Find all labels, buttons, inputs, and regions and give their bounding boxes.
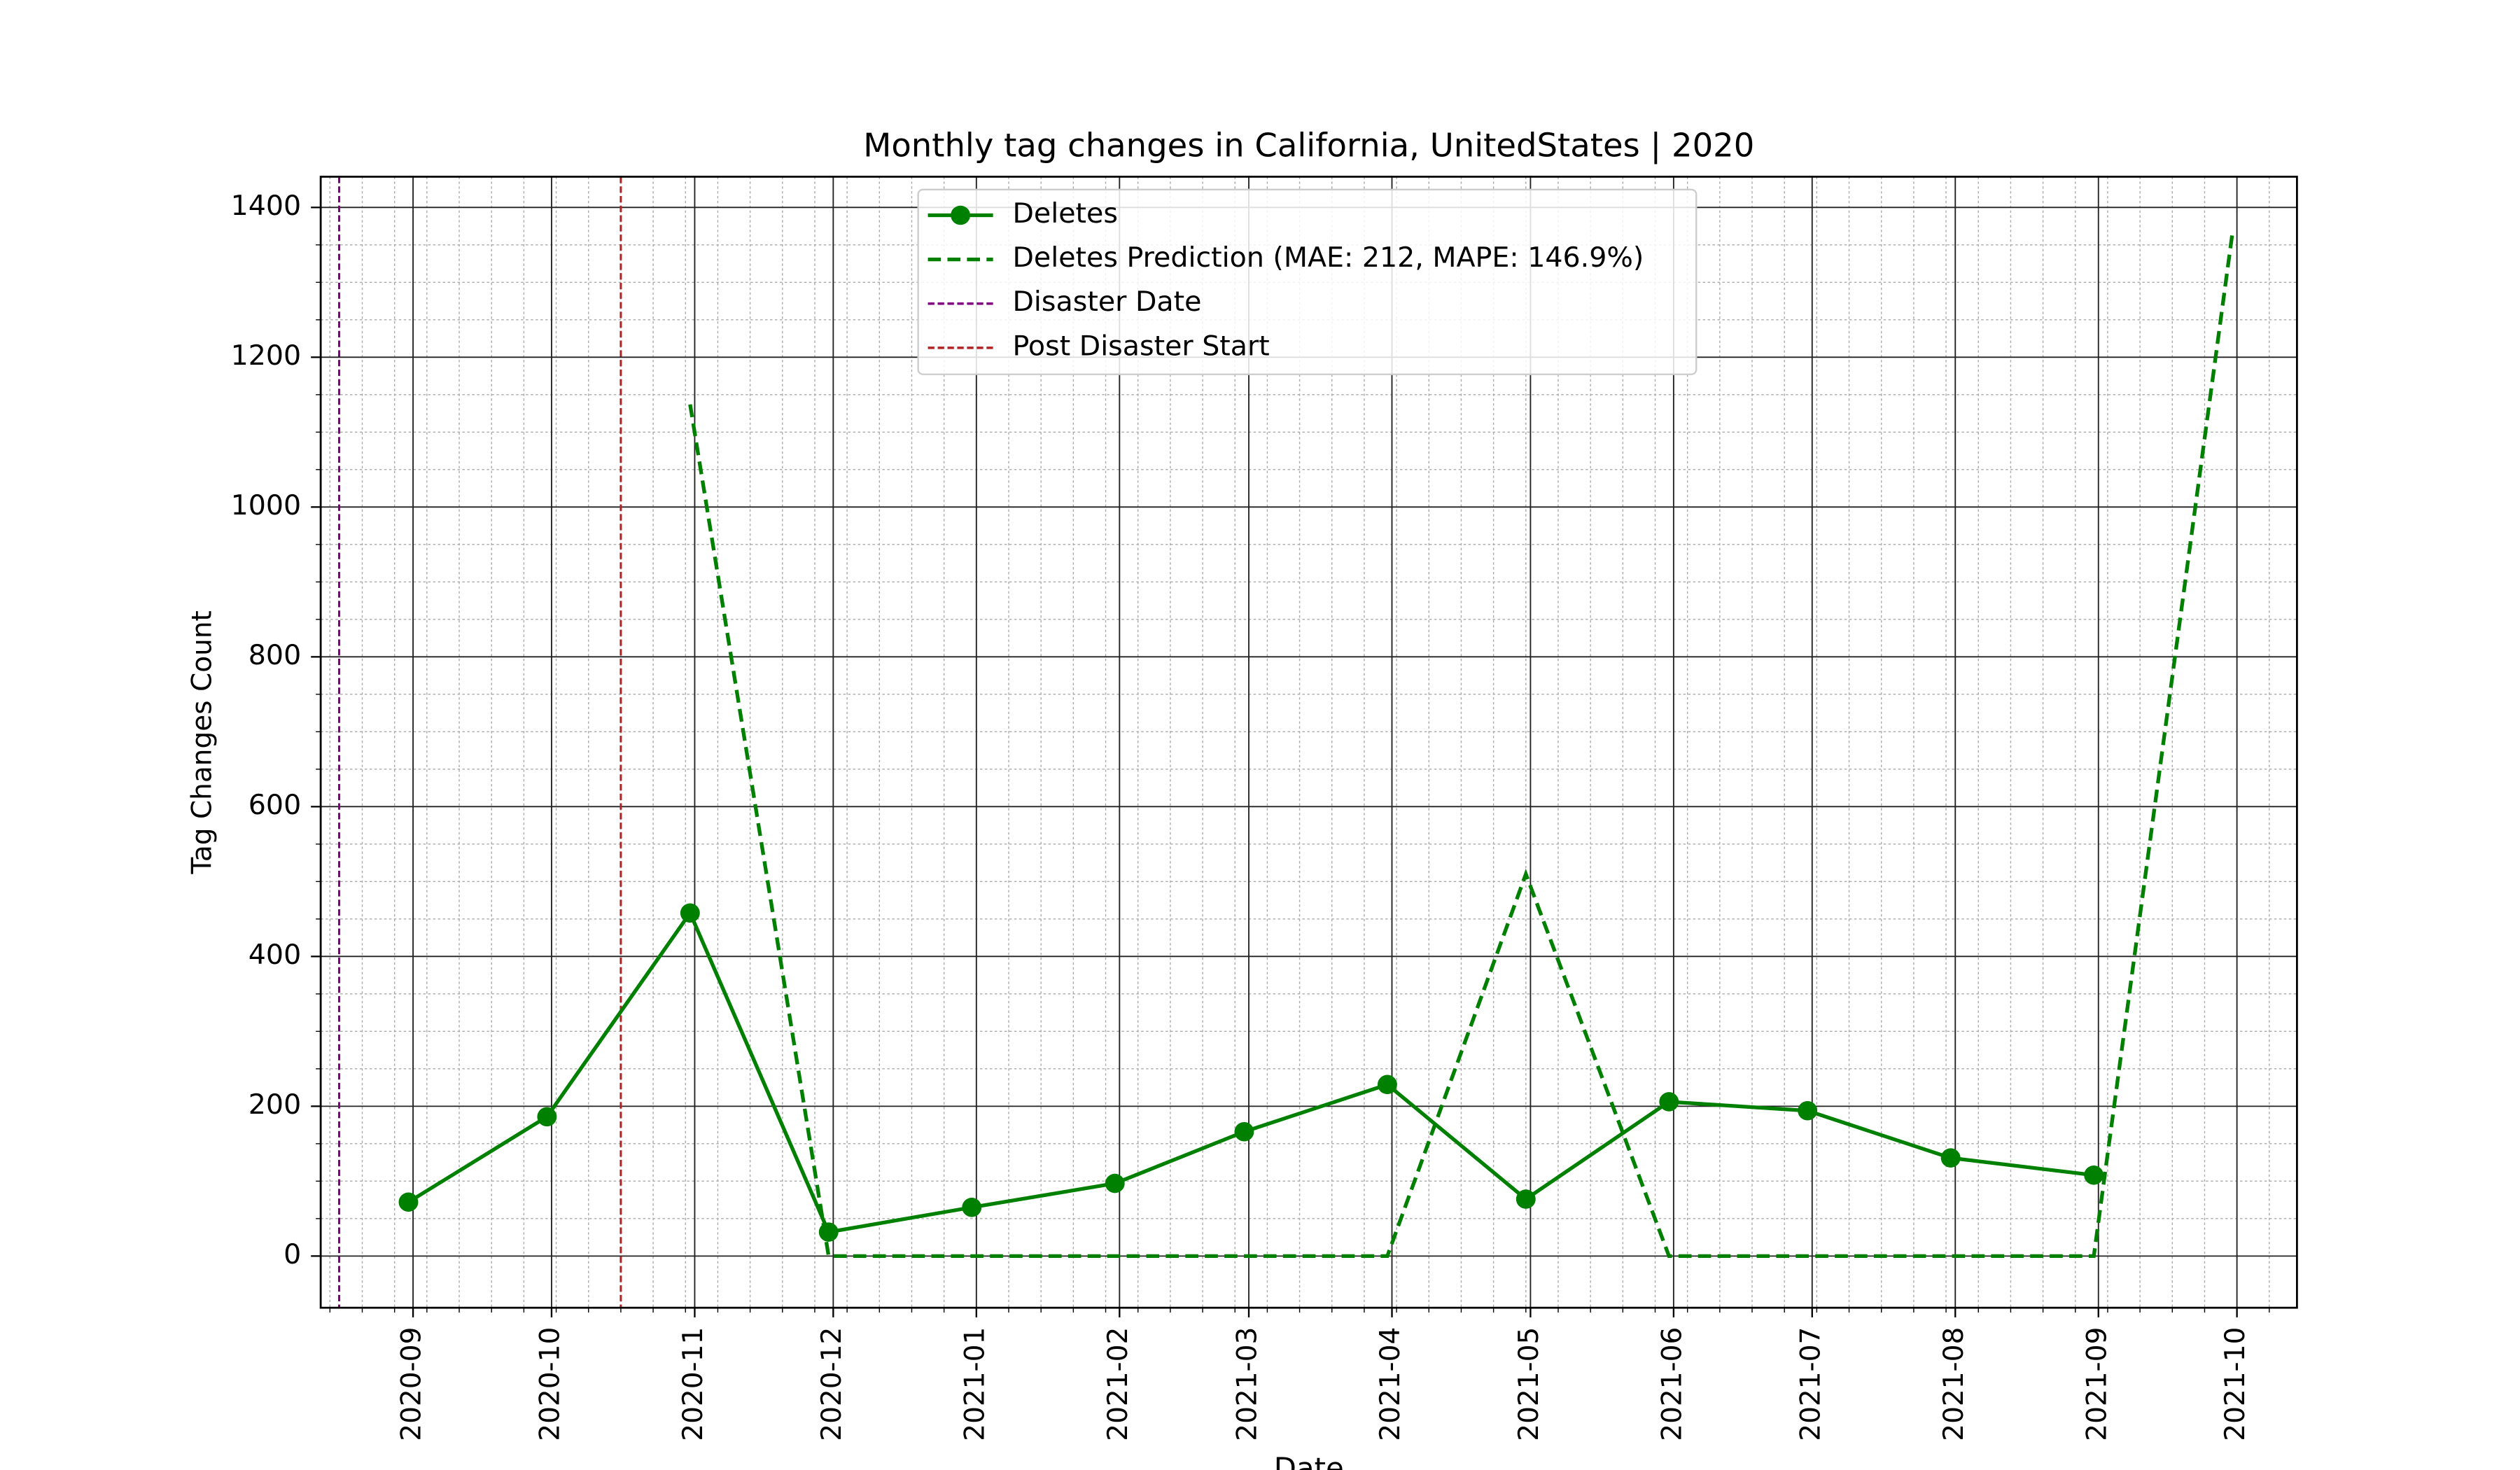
- data-point: [1516, 1189, 1536, 1209]
- legend-label: Deletes: [1013, 198, 1118, 230]
- data-point: [398, 1192, 419, 1212]
- x-tick-label: 2020-12: [816, 1327, 848, 1441]
- series-line: [407, 909, 2094, 1235]
- x-tick-label: 2021-02: [1102, 1327, 1134, 1441]
- data-point: [1798, 1101, 1818, 1121]
- y-tick-label: 1400: [231, 190, 302, 222]
- y-tick-label: 200: [248, 1089, 301, 1121]
- y-tick-label: 1200: [231, 340, 302, 372]
- series-line: [688, 233, 2234, 1259]
- data-point: [1940, 1148, 1961, 1168]
- x-axis-label: Date: [1274, 1451, 1344, 1470]
- legend-box: [917, 188, 1698, 375]
- chart-title: Monthly tag changes in California, Unite…: [863, 127, 1754, 165]
- data-point: [962, 1198, 982, 1217]
- data-point: [1105, 1173, 1125, 1194]
- data-point: [1659, 1092, 1679, 1112]
- x-tick-label: 2020-09: [396, 1327, 427, 1441]
- x-tick-label: 2020-11: [678, 1327, 709, 1441]
- legend-label: Disaster Date: [1013, 286, 1202, 318]
- y-tick-label: 600: [248, 790, 301, 821]
- legend-label: Post Disaster Start: [1013, 331, 1270, 363]
- legend-marker: [951, 205, 971, 225]
- y-tick-label: 800: [248, 640, 301, 671]
- x-tick-label: 2020-10: [534, 1327, 566, 1441]
- y-axis-label: Tag Changes Count: [186, 610, 218, 874]
- y-tick-label: 0: [284, 1239, 301, 1270]
- x-tick-label: 2021-10: [2220, 1327, 2251, 1441]
- plot-frame: [319, 176, 2298, 1309]
- data-point: [1377, 1074, 1397, 1095]
- data-point: [680, 903, 700, 923]
- y-tick-label: 400: [248, 939, 301, 971]
- x-tick-label: 2021-06: [1656, 1327, 1688, 1441]
- x-tick-label: 2021-01: [959, 1327, 990, 1441]
- data-point: [2084, 1166, 2104, 1185]
- x-tick-label: 2021-07: [1795, 1327, 1826, 1441]
- x-tick-label: 2021-04: [1375, 1327, 1406, 1441]
- x-tick-label: 2021-05: [1513, 1327, 1545, 1441]
- legend-label: Deletes Prediction (MAE: 212, MAPE: 146.…: [1013, 242, 1644, 274]
- y-tick-label: 1000: [231, 490, 302, 522]
- x-tick-label: 2021-03: [1231, 1327, 1263, 1441]
- x-tick-label: 2021-09: [2081, 1327, 2113, 1441]
- data-point: [537, 1107, 557, 1127]
- x-tick-label: 2021-08: [1938, 1327, 1970, 1441]
- data-point: [1234, 1121, 1254, 1142]
